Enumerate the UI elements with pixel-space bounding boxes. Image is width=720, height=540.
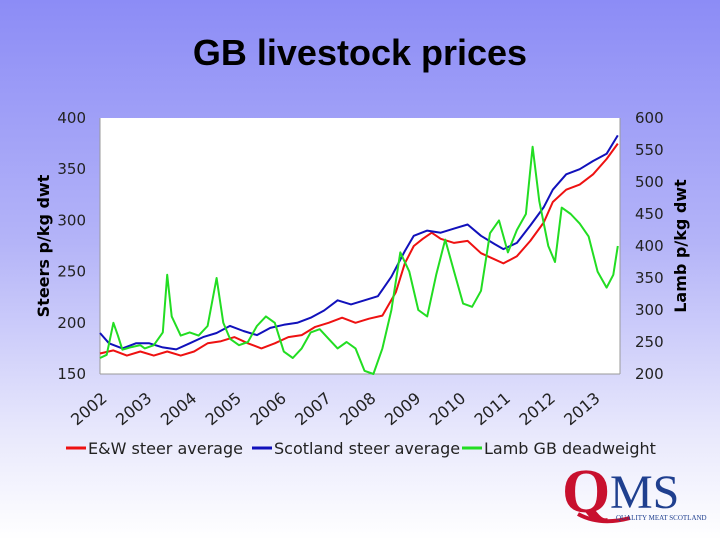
y-right-tick-label: 500 [635,173,664,191]
y-left-tick-label: 150 [57,365,86,383]
logo-letters-ms: MS [610,466,679,519]
series-line-2 [99,134,619,351]
x-tick-label: 2010 [426,389,469,430]
x-tick-label: 2013 [560,389,603,430]
y-right-tick-label: 200 [635,365,664,383]
y-right-tick-labels: 200 250 300 350 400 450 500 550 600 [635,109,664,383]
y-left-tick-label: 400 [57,109,86,127]
x-tick-label: 2005 [202,389,245,430]
logo-tagline: QUALITY MEAT SCOTLAND [616,514,707,522]
y-right-tick-label: 250 [635,333,664,351]
y-left-tick-label: 350 [57,160,86,178]
x-tick-label: 2009 [381,389,424,430]
y-right-tick-label: 550 [635,141,664,159]
x-tick-label: 2008 [336,389,379,430]
series-line-3 [99,145,619,375]
x-tick-label: 2007 [291,389,334,430]
legend-label-3: Lamb GB deadweight [484,439,656,458]
y-right-tick-label: 600 [635,109,664,127]
series-line-1 [99,143,619,357]
x-tick-label: 2012 [515,389,558,430]
y-left-tick-label: 300 [57,211,86,229]
y-right-tick-label: 350 [635,269,664,287]
chart-legend: E&W steer average Scotland steer average L… [66,439,656,458]
legend-label-1: E&W steer average [88,439,243,458]
x-tick-labels: 2002 2003 2004 2005 2006 2007 2008 2009 2010 2011… [67,389,604,430]
x-tick-label: 2011 [471,389,514,430]
page-title: GB livestock prices [192,32,528,73]
y-right-tick-label: 400 [635,237,664,255]
y-left-tick-label: 250 [57,263,86,281]
x-tick-label: 2002 [67,389,110,430]
livestock-price-chart: 150 200 250 300 350 400 200 250 300 350 400 450 500… [34,109,690,458]
legend-label-2: Scotland steer average [274,439,460,458]
x-tick-label: 2006 [246,389,289,430]
qms-logo: Q MS QUALITY MEAT SCOTLAND [562,460,707,526]
x-tick-label: 2004 [157,389,200,430]
y-left-tick-label: 200 [57,314,86,332]
x-tick-label: 2003 [112,389,155,430]
y-axis-right-title: Lamb p/kg dwt [671,179,690,313]
y-axis-left-title: Steers p/kg dwt [34,174,53,317]
y-right-tick-label: 450 [635,205,664,223]
logo-letter-q: Q [562,460,610,526]
series-lines [99,134,619,375]
y-left-tick-labels: 150 200 250 300 350 400 [57,109,86,383]
plot-area [100,118,620,374]
logo-swoosh [577,512,631,524]
y-right-tick-label: 300 [635,301,664,319]
